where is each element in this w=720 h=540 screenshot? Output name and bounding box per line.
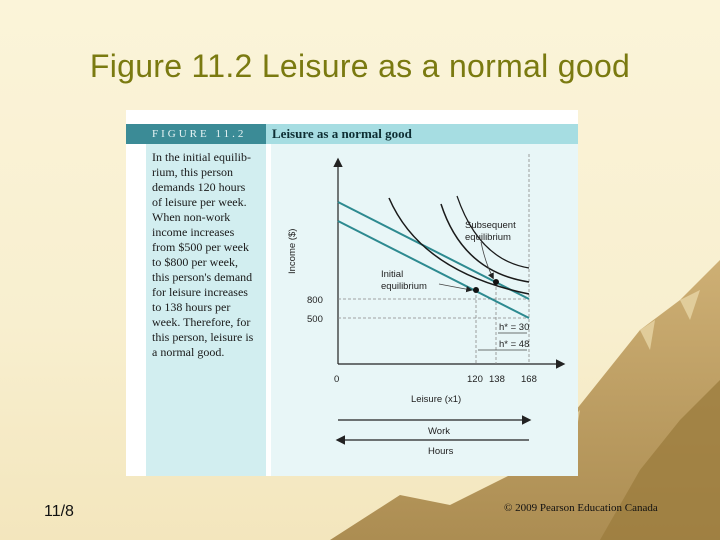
x-tick-168: 168 — [521, 374, 537, 385]
h-old-label: h* = 48 — [499, 339, 529, 350]
subsequent-label: Subsequent — [465, 220, 516, 231]
page-number: 11/8 — [44, 503, 74, 520]
caption-line: this person's demand — [152, 270, 253, 284]
caption-line: from $500 per week — [152, 240, 249, 254]
initial-leader — [438, 283, 473, 293]
y-tick-800: 800 — [307, 295, 323, 306]
work-label: Work — [428, 426, 450, 437]
indifference-curve-subsequent — [440, 203, 530, 283]
graph-area: Income ($) 800 500 0 120 138 168 Leisure… — [271, 144, 578, 476]
figure-caption: In the initial equilib- rium, this perso… — [146, 144, 266, 476]
initial-label: Initial — [381, 269, 403, 280]
caption-line: rium, this person — [152, 165, 233, 179]
y-axis-label: Income ($) — [287, 229, 298, 274]
caption-line: to 138 hours per — [152, 300, 231, 314]
caption-line: income increases — [152, 225, 235, 239]
caption-line: for leisure increases — [152, 285, 248, 299]
initial-label: equilibrium — [381, 281, 427, 292]
subsequent-equilibrium-point — [493, 279, 499, 285]
caption-line: to $800 per week, — [152, 255, 238, 269]
caption-line: this person, leisure is — [152, 330, 254, 344]
subsequent-leader — [480, 241, 494, 280]
origin-label: 0 — [334, 374, 339, 385]
caption-line: demands 120 hours — [152, 180, 246, 194]
figure-title: Leisure as a normal good — [266, 124, 578, 144]
budget-line-high — [337, 201, 530, 300]
caption-line: When non-work — [152, 210, 231, 224]
budget-line-low — [337, 220, 530, 319]
x-tick-120: 120 — [467, 374, 483, 385]
x-axis-label: Leisure (x1) — [411, 394, 461, 405]
subsequent-label: equilibrium — [465, 232, 511, 243]
slide-title: Figure 11.2 Leisure as a normal good — [89, 48, 631, 84]
y-tick-500: 500 — [307, 314, 323, 325]
leisure-income-chart: Income ($) 800 500 0 120 138 168 Leisure… — [287, 154, 566, 457]
caption-line: a normal good. — [152, 345, 225, 359]
copyright: © 2009 Pearson Education Canada — [504, 502, 658, 514]
initial-equilibrium-point — [473, 287, 479, 293]
indifference-curve-upper — [456, 195, 530, 269]
caption-line: of leisure per week. — [152, 195, 247, 209]
hours-label: Hours — [428, 446, 454, 457]
h-new-label: h* = 30 — [499, 322, 529, 333]
caption-line: In the initial equilib- — [152, 150, 251, 164]
figure-label: FIGURE 11.2 — [126, 124, 266, 144]
x-tick-138: 138 — [489, 374, 505, 385]
figure-panel: FIGURE 11.2 Leisure as a normal good In … — [126, 110, 578, 476]
indifference-curve-initial — [388, 197, 530, 295]
caption-line: week. Therefore, for — [152, 315, 251, 329]
